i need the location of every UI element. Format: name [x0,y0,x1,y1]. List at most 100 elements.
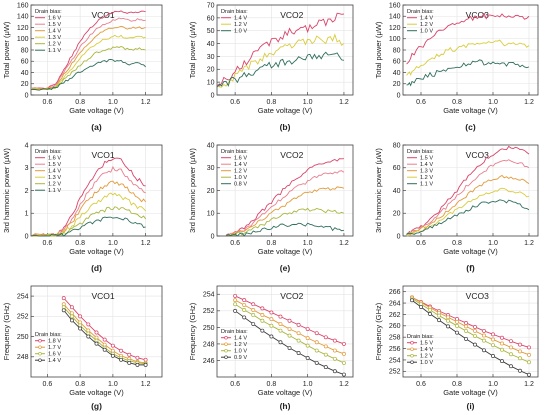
legend-entry: 1.2 V [234,342,247,348]
data-point [260,306,265,311]
x-axis-label: Gate voltage (V) [258,247,313,256]
series-line-14V [406,159,530,235]
x-axis-label: Gate voltage (V) [443,247,498,256]
data-point [527,372,531,377]
data-point [135,362,140,367]
y-tick-label: 80 [21,47,29,54]
data-point [491,332,495,337]
data-point [287,346,292,350]
legend-entry: 1.0 V [420,360,433,366]
data-point [482,338,486,343]
y-tick-label: 40 [21,70,29,77]
data-point [323,365,328,370]
x-axis-label: Gate voltage (V) [443,388,498,397]
y-tick-label: 40 [207,142,215,149]
x-tick-label: 0.6 [416,381,426,388]
y-tick-label: 0 [211,233,215,240]
y-tick-label: 20 [21,81,29,88]
legend-entry: 1.6 V [234,156,247,162]
legend-entry: 1.2 V [48,182,61,188]
x-tick-label: 0.6 [43,240,53,247]
data-point [251,308,256,312]
data-point [428,311,432,316]
data-point [341,341,346,346]
y-tick-label: 140 [389,14,401,21]
data-point [260,313,265,317]
y-tick-label: 1 [25,211,29,218]
series-line-16V [30,10,146,90]
chart-title: VCO3 [466,291,489,301]
data-point [305,327,310,331]
x-axis-label: Gate voltage (V) [69,247,124,256]
data-point [61,308,66,313]
chart-title: VCO2 [280,150,303,160]
chart-panel-h: 0.6 0.8 1.0 1.2 246 248 250 252 254 Gate voltage … [188,285,354,411]
legend-entry: 1.2 V [420,175,433,181]
data-point [332,369,337,374]
data-point [287,327,292,331]
data-point [518,368,522,373]
legend-entry: 1.2 V [234,22,247,28]
panel-label: (g) [91,401,102,411]
x-tick-label: 0.8 [452,99,462,106]
y-tick-label: 100 [389,36,401,43]
data-point [127,352,132,357]
data-point [500,347,504,352]
data-point [500,335,504,340]
chart-panel-c: 0.6 0.8 1.0 1.2 0 20 40 60 80 100 120 140 160 Gate vo… [374,2,539,132]
data-point [233,293,238,298]
data-point [287,333,292,338]
series-line-17V [63,303,146,364]
y-tick-label: 60 [21,59,29,66]
y-tick-label: 252 [17,314,29,321]
data-point [314,348,319,353]
legend-entry: 1.7 V [48,345,61,351]
series-line-15V [30,17,146,90]
series-line-11V [30,59,146,91]
data-point [518,349,522,354]
y-tick-label: 252 [203,308,215,315]
data-point [269,310,274,315]
data-point [314,340,319,345]
data-point [110,343,115,348]
data-point [260,328,265,333]
data-point [287,318,292,323]
chart-title: VCO1 [91,150,114,160]
legend-entry: 1.4 V [234,162,247,168]
data-point [500,359,504,364]
legend-marker [38,339,42,343]
panel-label: (h) [280,401,291,411]
data-point [242,303,247,307]
panel-label: (d) [91,263,102,273]
data-point [464,336,468,341]
data-point [119,348,124,353]
data-point [269,323,274,328]
series-line-13V [406,174,530,236]
data-point [305,356,310,360]
y-tick-label: 60 [207,15,215,22]
data-point [464,328,468,333]
panel-label: (b) [280,122,291,132]
chart-title: VCO1 [91,10,114,20]
y-tick-label: 160 [17,2,29,9]
data-point [446,324,450,329]
y-tick-label: 60 [393,59,401,66]
data-point [143,362,148,367]
plot-frame [402,285,539,378]
data-point [110,353,115,358]
data-point [341,351,346,356]
chart-title: VCO3 [466,150,489,160]
y-tick-label: 80 [393,142,401,149]
y-tick-label: 262 [389,312,401,319]
legend-entry: 1.4 V [234,16,247,22]
x-tick-label: 1.2 [339,99,349,106]
legend-entry: 1.6 V [48,352,61,358]
y-tick-label: 258 [389,335,401,342]
data-point [69,305,74,310]
data-point [251,313,256,317]
y-tick-label: 3 [25,165,29,172]
data-point [278,314,283,319]
series-line-14V [216,12,344,87]
data-point [86,322,91,327]
